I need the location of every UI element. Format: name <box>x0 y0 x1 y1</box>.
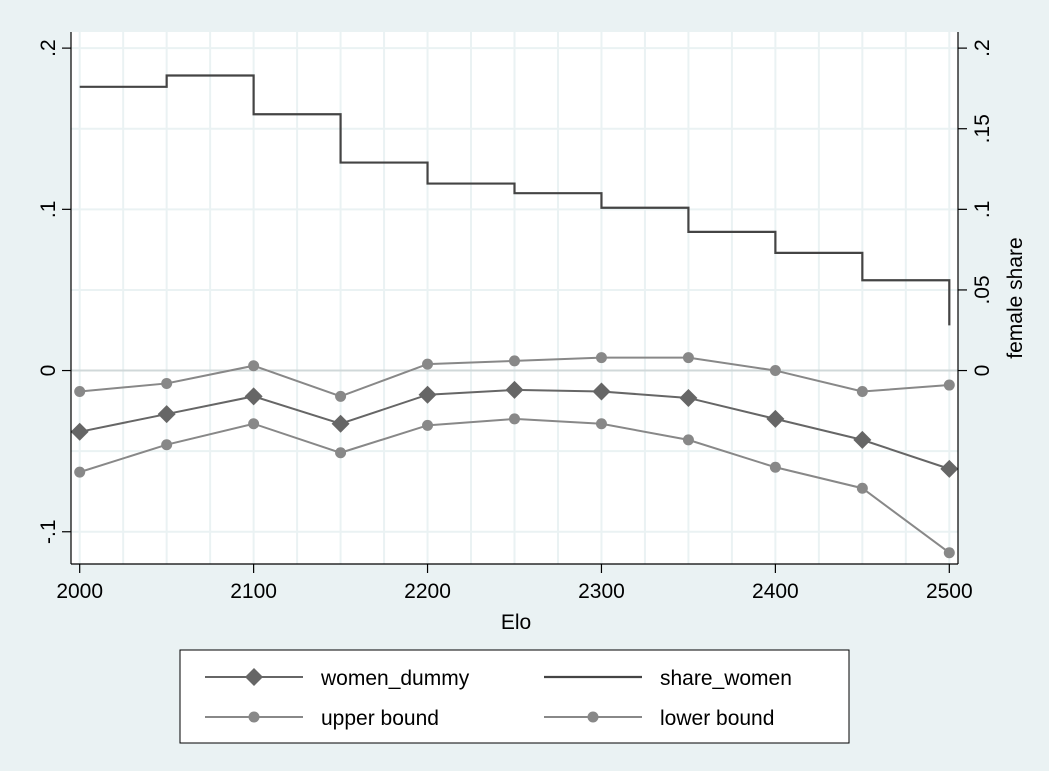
right-axis-title: female share <box>1004 237 1027 358</box>
data-point-women-dummy <box>853 430 872 449</box>
y2-tick-label: .1 <box>971 201 994 219</box>
legend-women-dummy-swatch-marker <box>245 668 263 686</box>
data-point-upper-bound <box>161 377 173 389</box>
data-point-upper-bound <box>769 365 781 377</box>
data-point-women-dummy <box>418 385 437 404</box>
data-point-women-dummy <box>331 414 350 433</box>
data-point-women-dummy <box>244 387 263 406</box>
y-tick-label: .2 <box>37 39 60 57</box>
x-axis-title: Elo <box>501 611 531 634</box>
y2-tick-label: .2 <box>971 39 994 57</box>
y2-tick-label: .15 <box>971 114 994 143</box>
data-point-upper-bound <box>248 360 260 372</box>
data-point-women-dummy <box>592 382 611 401</box>
data-point-women-dummy <box>766 409 785 428</box>
x-tick-label: 2200 <box>404 580 451 603</box>
data-point-women-dummy <box>679 388 698 407</box>
data-point-upper-bound <box>74 386 86 398</box>
data-point-women-dummy <box>70 422 89 441</box>
data-point-women-dummy <box>940 459 959 478</box>
x-tick-label: 2400 <box>752 580 799 603</box>
legend-lower-bound-label: lower bound <box>660 707 774 730</box>
data-point-lower-bound <box>161 439 173 451</box>
data-point-upper-bound <box>856 386 868 398</box>
series-line-share-women <box>79 74 951 326</box>
x-tick-label: 2100 <box>230 580 277 603</box>
y2-tick-label: 0 <box>971 365 994 377</box>
data-point-lower-bound <box>335 447 347 459</box>
data-point-upper-bound <box>335 390 347 402</box>
data-point-lower-bound <box>248 418 260 430</box>
legend-share-women-label: share_women <box>660 667 792 690</box>
legend-lower-bound-swatch-marker <box>587 711 599 723</box>
data-point-lower-bound <box>856 482 868 494</box>
data-point-lower-bound <box>943 547 955 559</box>
data-point-upper-bound <box>422 358 434 370</box>
data-point-lower-bound <box>422 419 434 431</box>
data-point-lower-bound <box>74 466 86 478</box>
data-point-women-dummy <box>157 405 176 424</box>
plot-layer <box>70 74 959 559</box>
data-point-lower-bound <box>595 418 607 430</box>
y2-tick-label: .05 <box>971 275 994 304</box>
legend-women-dummy-label: women_dummy <box>320 667 470 690</box>
data-point-women-dummy <box>505 380 524 399</box>
legend-box <box>179 649 850 744</box>
data-point-upper-bound <box>509 355 520 367</box>
axes: 2000 2100 2200 2300 2400 2500 -.1 0 .1 .2 0 .05 .1 .1… <box>37 32 994 603</box>
x-tick-label: 2500 <box>926 580 973 603</box>
legend-upper-bound-label: upper bound <box>321 707 439 730</box>
data-point-upper-bound <box>682 352 694 364</box>
data-point-upper-bound <box>943 379 955 391</box>
data-point-lower-bound <box>509 413 520 425</box>
legend-upper-bound-swatch-marker <box>248 711 260 723</box>
grid <box>71 32 958 564</box>
data-point-upper-bound <box>595 352 607 364</box>
x-tick-label: 2300 <box>578 580 625 603</box>
x-tick-label: 2000 <box>56 580 103 603</box>
y-tick-label: .1 <box>37 201 60 219</box>
data-point-lower-bound <box>769 461 781 473</box>
data-point-lower-bound <box>682 434 694 446</box>
y-tick-label: -.1 <box>37 519 60 544</box>
y-tick-label: 0 <box>37 365 60 377</box>
